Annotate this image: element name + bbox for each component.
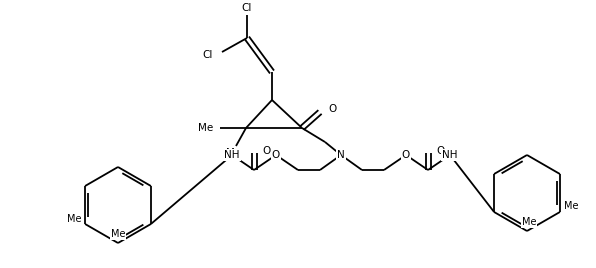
Text: O: O [272,150,280,160]
Text: Me: Me [522,217,536,227]
Text: NH: NH [224,150,240,160]
Text: Me: Me [198,123,213,133]
Text: O: O [436,146,444,156]
Text: O: O [402,150,410,160]
Text: Me: Me [564,201,578,211]
Text: Me: Me [226,148,241,158]
Text: N: N [337,150,345,160]
Text: Cl: Cl [203,50,213,60]
Text: Me: Me [67,214,81,224]
Text: Cl: Cl [242,3,252,13]
Text: O: O [328,104,336,114]
Text: Me: Me [111,229,125,239]
Text: NH: NH [442,150,458,160]
Text: O: O [262,146,270,156]
